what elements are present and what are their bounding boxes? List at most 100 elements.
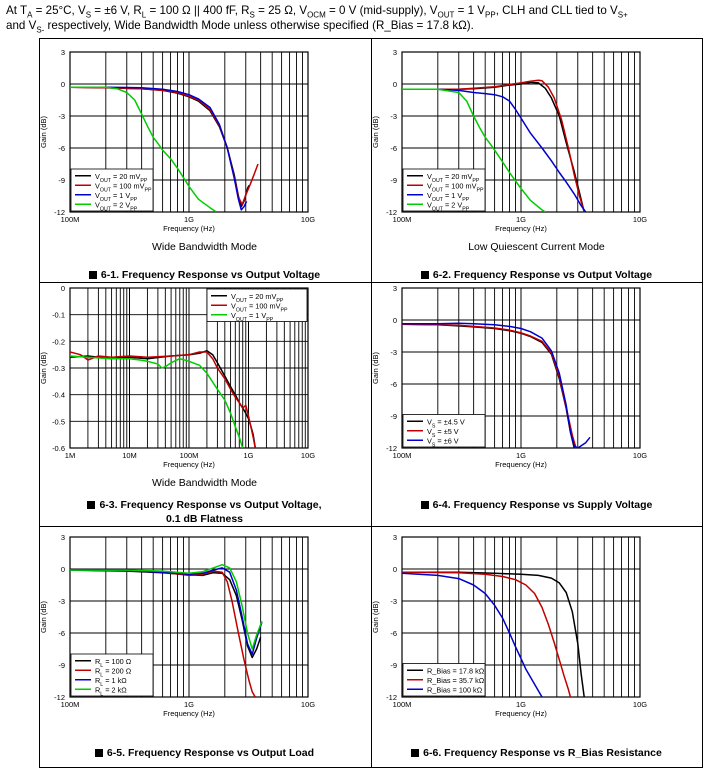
series-line-2 [402,571,572,697]
figure-caption: 6-6. Frequency Response vs R_Bias Resist… [371,746,702,760]
y-tick-label: 3 [61,48,65,57]
x-tick-label: 1G [243,451,253,460]
legend-entry: VOUT = 2 VPP [95,200,138,212]
legend-entry: VOUT = 100 mVPP [95,181,152,193]
plot-frame [69,51,309,213]
page-header: At TA = 25°C, VS = ±6 V, RL = 100 Ω || 4… [6,3,703,35]
x-axis-label: Frequency (Hz) [495,224,547,233]
legend: VS = ±4.5 VVS = ±5 VVS = ±6 V [402,414,486,448]
legend-entry: R_Bias = 17.8 kΩ [427,666,485,675]
header-line-2: and VS- respectively, Wide Bandwidth Mod… [6,18,703,35]
figure-number: 6-2. [432,269,454,281]
y-tick-label: -0.2 [52,337,65,346]
grid-divider-row-2 [40,526,702,527]
text-run: = 0 V (mid-supply), V [325,4,438,17]
figure-title-line-2: 0.1 dB Flatness [165,513,244,525]
series-line-4 [402,88,546,212]
figure-title: Frequency Response vs Output Voltage [121,269,321,281]
figure-title: Frequency Response vs Supply Voltage [453,499,653,511]
legend-entry: VS = ±4.5 V [427,417,465,429]
series-line-4 [70,563,263,650]
figure-number: 6-5. [106,747,128,759]
x-tick-label: 1G [184,215,194,224]
subscript: PP [485,10,496,20]
header-line-1: At TA = 25°C, VS = ±6 V, RL = 100 Ω || 4… [6,3,703,20]
series-line-3 [70,355,244,448]
series-line-3 [402,572,543,697]
figure-number: 6-4. [432,499,454,511]
figure-caption: 6-5. Frequency Response vs Output Load [39,746,370,760]
y-tick-label: -6 [390,144,397,153]
y-tick-label: 3 [393,284,397,293]
y-tick-label: -0.6 [52,444,65,453]
y-tick-label: -3 [390,348,397,357]
series-line-3 [402,88,587,212]
x-axis-label: Frequency (Hz) [163,460,215,469]
x-tick-label: 10G [633,215,647,224]
y-tick-label: 3 [61,533,65,542]
legend-entry: VOUT = 20 mVPP [95,172,148,184]
grid-divider-vertical [371,39,372,767]
y-tick-label: -9 [58,661,65,670]
y-tick-label: -3 [390,112,397,121]
x-tick-label: 10G [301,215,315,224]
y-tick-label: -9 [58,176,65,185]
series-line-3 [70,86,248,211]
text-run: = 25 Ω, V [254,4,308,17]
figure-glyph-icon [411,749,420,757]
legend-entry: RL = 2 kΩ [95,685,127,697]
y-axis-label: Gain (dB) [371,115,380,148]
grid-divider-row-1 [40,282,702,283]
text-run: = 1 V [454,4,486,17]
series-line-1 [70,349,257,448]
x-axis-label: Frequency (Hz) [495,709,547,718]
legend: R_Bias = 17.8 kΩR_Bias = 35.7 kΩR_Bias =… [402,663,486,697]
x-tick-label: 100M [180,451,199,460]
figure-number: 6-3. [99,499,121,511]
text-run: and V [6,19,37,32]
subscript: S [85,10,92,20]
y-axis-label: Gain (dB) [39,600,48,633]
y-tick-label: -6 [58,629,65,638]
figure-glyph-icon [87,501,96,509]
y-axis-label: Gain (dB) [39,351,48,384]
text-run: = 25°C, V [32,4,86,17]
x-axis-label: Frequency (Hz) [163,224,215,233]
y-tick-label: -3 [390,597,397,606]
plot-frame [401,51,641,213]
text-run: = ±6 V, R [91,4,142,17]
x-tick-label: 10G [301,700,315,709]
y-tick-label: 0 [393,80,397,89]
y-tick-label: 3 [393,48,397,57]
chart-subtitle: Wide Bandwidth Mode [151,241,258,253]
series-line-3 [402,322,591,448]
text-run: At T [6,4,28,17]
y-tick-label: -12 [386,693,397,702]
legend-entry: VOUT = 1 VPP [427,191,470,203]
subscript: S [249,10,255,20]
x-tick-label: 100M [61,700,80,709]
y-tick-label: -0.1 [52,311,65,320]
legend-entry: VS = ±5 V [427,427,459,439]
legend-entry: VOUT = 2 VPP [427,200,470,212]
y-tick-label: -9 [390,412,397,421]
subscript: S- [36,25,45,35]
y-axis-label: Gain (dB) [371,351,380,384]
y-tick-label: -0.4 [52,391,65,400]
subscript: OUT [437,10,455,20]
figure-title: Frequency Response vs Output Voltage, [120,499,322,511]
figure-grid [39,38,703,768]
x-axis-label: Frequency (Hz) [495,460,547,469]
x-tick-label: 100M [393,700,412,709]
y-tick-label: 0 [61,80,65,89]
figure-caption: 6-3. Frequency Response vs Output Voltag… [39,498,370,526]
y-axis-label: Gain (dB) [371,600,380,633]
figure-glyph-icon [88,271,97,279]
y-tick-label: -6 [390,380,397,389]
legend-entry: VOUT = 20 mVPP [427,172,480,184]
y-tick-label: -9 [390,176,397,185]
